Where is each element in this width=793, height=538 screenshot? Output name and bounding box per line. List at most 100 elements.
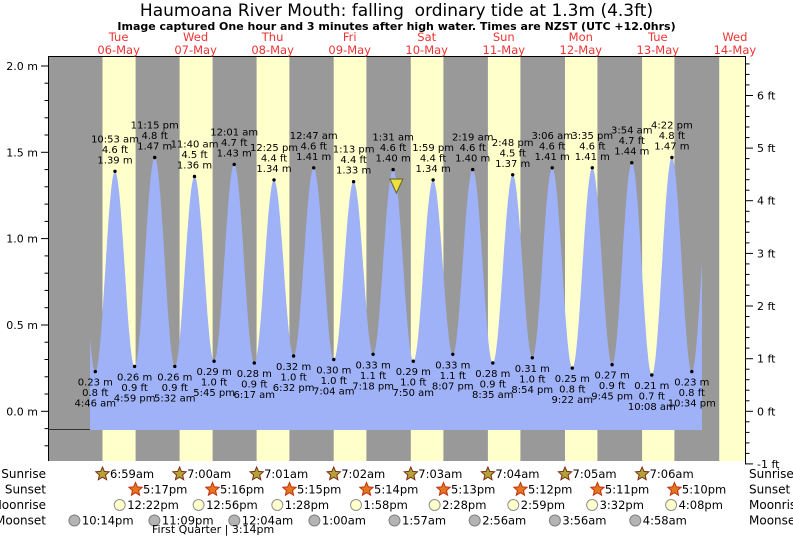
low-tide-m: 0.26 m xyxy=(157,372,192,383)
sunset-star-icon xyxy=(127,481,144,497)
high-tide-ft: 4.4 ft xyxy=(340,155,366,166)
low-tide-ft: 0.9 ft xyxy=(599,381,625,392)
high-tide-m: 1.34 m xyxy=(256,164,291,175)
almanac-row-label-left: Sunrise xyxy=(1,467,46,481)
high-tide-m: 1.41 m xyxy=(575,152,610,163)
high-tide-m: 1.40 m xyxy=(376,154,411,165)
high-tide-label: 11:15 pm4.8 ft1.47 m xyxy=(131,121,179,153)
almanac-time: 5:17pm xyxy=(143,483,187,497)
high-tide-m: 1.47 m xyxy=(137,142,172,153)
almanac-row-label-left: Moonrise xyxy=(0,498,46,512)
low-tide-m: 0.33 m xyxy=(356,360,391,371)
low-tide-m: 0.29 m xyxy=(197,367,232,378)
high-tide-dot xyxy=(471,167,475,172)
high-tide-ft: 4.5 ft xyxy=(181,150,207,161)
moonrise-circle-icon xyxy=(350,499,362,511)
low-tide-label: 0.30 m1.0 ft7:04 am xyxy=(313,366,355,398)
high-tide-time: 3:54 am xyxy=(611,126,653,137)
day-label: Sat 10-May xyxy=(405,30,448,57)
high-tide-m: 1.47 m xyxy=(654,142,689,153)
low-tide-m: 0.26 m xyxy=(117,372,152,383)
high-tide-ft: 4.6 ft xyxy=(460,143,486,154)
low-tide-time: 7:18 pm xyxy=(352,381,394,392)
high-tide-time: 11:15 pm xyxy=(131,121,179,132)
high-tide-label: 12:01 am4.7 ft1.43 m xyxy=(210,127,258,159)
high-tide-time: 10:53 am xyxy=(91,134,139,145)
moonrise-circle-icon xyxy=(192,499,205,511)
high-tide-ft: 4.5 ft xyxy=(500,148,526,159)
high-tide-ft: 4.6 ft xyxy=(102,145,128,156)
low-tide-time: 6:17 am xyxy=(234,390,276,401)
moonset-circle-icon xyxy=(468,514,481,527)
high-tide-ft: 4.4 ft xyxy=(261,153,287,164)
high-tide-time: 2:19 am xyxy=(452,133,494,144)
high-tide-m: 1.33 m xyxy=(336,166,371,177)
low-tide-label: 0.28 m0.9 ft6:17 am xyxy=(234,369,276,401)
low-tide-label: 0.29 m1.0 ft5:45 pm xyxy=(193,367,235,399)
high-tide-m: 1.34 m xyxy=(416,164,451,175)
sunrise-star-icon xyxy=(94,465,111,481)
high-tide-time: 1:13 pm xyxy=(333,145,375,156)
y-axis-left-label: 0.0 m xyxy=(6,405,38,418)
almanac-time: 4:08pm xyxy=(679,498,723,512)
y-axis-right-label: 2 ft xyxy=(757,300,776,313)
moon-phase-footnote: First Quarter | 3:14pm xyxy=(152,523,274,536)
low-tide-time: 5:45 pm xyxy=(193,388,235,399)
high-tide-ft: 4.4 ft xyxy=(420,153,446,164)
low-tide-m: 0.21 m xyxy=(634,381,669,392)
low-tide-ft: 1.1 ft xyxy=(360,371,386,382)
high-tide-dot xyxy=(630,161,634,165)
low-tide-label: 0.26 m0.9 ft4:59 pm xyxy=(114,372,156,404)
almanac-row-label-right: Moonset xyxy=(749,514,793,528)
sunrise-star-icon xyxy=(402,465,419,481)
high-tide-ft: 4.6 ft xyxy=(539,141,565,152)
high-tide-m: 1.37 m xyxy=(495,159,530,170)
moonset-circle-icon xyxy=(388,514,401,527)
y-axis-left-label: 0.5 m xyxy=(6,319,38,332)
high-tide-time: 3:35 pm xyxy=(571,131,613,142)
moonset-circle-icon xyxy=(629,514,642,527)
low-tide-ft: 0.9 ft xyxy=(241,380,267,391)
high-tide-label: 3:54 am4.7 ft1.44 m xyxy=(611,126,653,158)
high-tide-dot xyxy=(431,178,435,182)
almanac-time: 5:14pm xyxy=(374,483,418,497)
high-tide-label: 11:40 am4.5 ft1.36 m xyxy=(171,140,219,172)
almanac-time: 2:59pm xyxy=(521,498,565,512)
day-label: Tue 13-May xyxy=(637,30,680,57)
high-tide-time: 1:59 pm xyxy=(412,143,454,154)
low-tide-dot xyxy=(411,359,415,363)
high-tide-label: 2:19 am4.6 ft1.40 m xyxy=(452,133,494,165)
high-tide-time: 12:25 pm xyxy=(250,143,298,154)
low-tide-dot xyxy=(650,373,654,377)
low-tide-ft: 1.0 ft xyxy=(321,376,347,387)
high-tide-ft: 4.6 ft xyxy=(380,143,406,154)
high-tide-m: 1.41 m xyxy=(296,152,331,163)
low-tide-ft: 0.8 ft xyxy=(679,388,705,399)
low-tide-ft: 1.0 ft xyxy=(201,378,227,389)
moonrise-circle-icon xyxy=(665,499,678,511)
sunset-star-icon xyxy=(435,481,452,497)
low-tide-dot xyxy=(610,363,614,367)
low-tide-label: 0.33 m1.1 ft7:18 pm xyxy=(352,360,394,392)
low-tide-label: 0.32 m1.0 ft6:32 pm xyxy=(273,362,315,394)
high-tide-m: 1.40 m xyxy=(455,154,490,165)
almanac-time: 6:59am xyxy=(110,467,154,481)
almanac-time: 2:56am xyxy=(482,514,526,528)
high-tide-m: 1.44 m xyxy=(614,147,649,158)
almanac-time: 5:16pm xyxy=(220,483,264,497)
almanac-time: 1:28pm xyxy=(285,498,329,512)
low-tide-time: 6:32 pm xyxy=(273,383,315,394)
almanac-row-label-right: Sunset xyxy=(749,483,790,497)
day-label: Sun 11-May xyxy=(483,30,526,57)
sunrise-star-icon xyxy=(480,465,496,481)
low-tide-label: 0.26 m0.9 ft5:32 am xyxy=(154,372,196,404)
low-tide-dot xyxy=(530,356,534,360)
sunrise-star-icon xyxy=(325,465,342,481)
almanac-time: 5:15pm xyxy=(297,483,341,497)
day-label: Thu 08-May xyxy=(251,30,294,57)
high-tide-label: 4:22 pm4.8 ft1.47 m xyxy=(651,121,693,153)
sunset-star-icon xyxy=(589,481,606,497)
moonrise-circle-icon xyxy=(113,499,126,511)
